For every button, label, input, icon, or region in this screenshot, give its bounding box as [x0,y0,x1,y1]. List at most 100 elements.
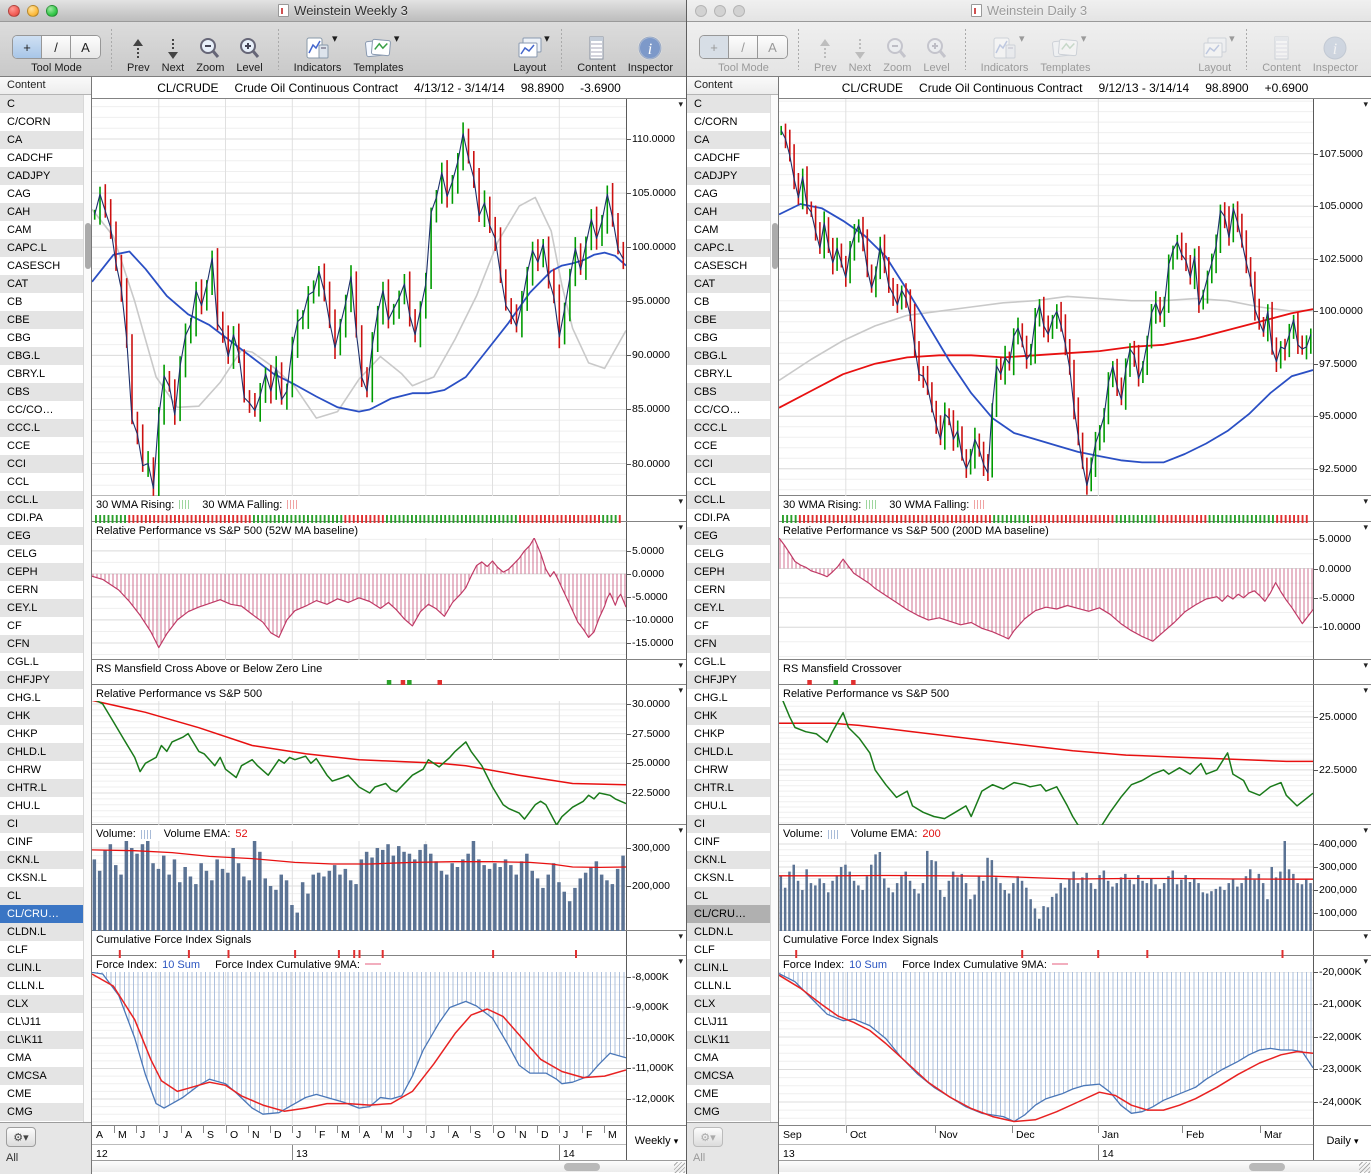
symbol-list-item[interactable]: CAG [0,185,84,203]
symbol-list-item[interactable]: CDI.PA [0,509,84,527]
symbol-list-item[interactable]: CMG [0,1103,84,1121]
symbol-list-item[interactable]: CAM [687,221,771,239]
symbol-list-item[interactable]: CGL.L [0,653,84,671]
panel-menu-caret[interactable]: ▾ [1363,660,1368,670]
symbol-list-item[interactable]: CME [0,1085,84,1103]
symbol-list-item[interactable]: CLX [687,995,771,1013]
symbol-list-item[interactable]: CAT [0,275,84,293]
indicators-button[interactable]: ▾Indicators [976,32,1034,74]
symbol-list-item[interactable]: CFN [0,635,84,653]
symbol-list-item[interactable]: CBG.L [0,347,84,365]
titlebar[interactable]: Weinstein Weekly 3 [0,0,686,22]
symbol-list-item[interactable]: CHK [687,707,771,725]
symbol-list-item[interactable]: CADJPY [0,167,84,185]
gear-menu-button[interactable]: ⚙▾ [6,1127,36,1147]
symbol-list-item[interactable]: CCE [687,437,771,455]
symbol-list-item[interactable]: CLIN.L [0,959,84,977]
symbol-list-item[interactable]: CKN.L [687,851,771,869]
symbol-list-item[interactable]: CC/CO… [687,401,771,419]
symbol-list-item[interactable]: CKN.L [0,851,84,869]
cfi-strip[interactable] [92,946,626,956]
symbol-list-item[interactable]: CI [0,815,84,833]
symbol-list-item[interactable]: CCL.L [687,491,771,509]
panel-menu-caret[interactable]: ▾ [678,496,683,506]
sidebar-scrollbar[interactable] [770,95,778,1122]
symbol-list-item[interactable]: CBG [687,329,771,347]
tool-mode-line-button[interactable]: / [42,36,71,58]
zoom-in-button[interactable]: Level [918,32,954,74]
panel-menu-caret[interactable]: ▾ [678,522,683,532]
symbol-list-item[interactable]: CHK [0,707,84,725]
panel-menu-caret[interactable]: ▾ [1363,931,1368,941]
sidebar-scrollbar-thumb[interactable] [772,223,778,269]
symbol-list-item[interactable]: CME [687,1085,771,1103]
symbol-list-item[interactable]: CASESCH [687,257,771,275]
symbol-list-item[interactable]: CAPC.L [687,239,771,257]
symbol-list-item[interactable]: CCI [687,455,771,473]
symbol-list-item[interactable]: CEY.L [0,599,84,617]
symbol-list-item[interactable]: CF [0,617,84,635]
symbol-list-item[interactable]: CLDN.L [0,923,84,941]
symbol-list-item[interactable]: CCC.L [0,419,84,437]
mansfield-strip[interactable] [92,675,626,685]
symbol-list-item[interactable]: CMCSA [687,1067,771,1085]
symbol-list-item[interactable]: CLF [687,941,771,959]
symbol-list-item[interactable]: C [0,95,84,113]
symbol-list-item[interactable]: CDI.PA [687,509,771,527]
panel-menu-caret[interactable]: ▾ [1363,956,1368,966]
panel-menu-caret[interactable]: ▾ [678,99,683,109]
symbol-list-item[interactable]: CKSN.L [0,869,84,887]
symbol-list-item[interactable]: CGL.L [687,653,771,671]
content-button[interactable]: Content [572,32,621,74]
symbol-list-item[interactable]: CHLD.L [0,743,84,761]
symbol-list-item[interactable]: CLX [0,995,84,1013]
symbol-list-item[interactable]: CF [687,617,771,635]
symbol-list-item[interactable]: CEY.L [687,599,771,617]
panel-menu-caret[interactable]: ▾ [1363,99,1368,109]
resize-grip[interactable] [674,1162,685,1173]
symbol-list-item[interactable]: CELG [0,545,84,563]
symbol-list-item[interactable]: CAT [687,275,771,293]
symbol-list-item[interactable]: CLLN.L [0,977,84,995]
inspector-button[interactable]: iInspector [623,32,678,74]
symbol-list-item[interactable]: CMG [687,1103,771,1121]
symbol-list-item[interactable]: CCI [0,455,84,473]
symbol-list-item[interactable]: CL/CRU… [687,905,771,923]
price-plot[interactable] [779,99,1313,496]
symbol-list-item[interactable]: CHRW [0,761,84,779]
symbol-list-item[interactable]: CHFJPY [0,671,84,689]
symbol-list-item[interactable]: CADCHF [687,149,771,167]
symbol-list-item[interactable]: CLDN.L [687,923,771,941]
symbol-list-item[interactable]: CCL [687,473,771,491]
symbol-list-item[interactable]: CL\J11 [687,1013,771,1031]
symbol-list-item[interactable]: CCC.L [687,419,771,437]
symbol-list-item[interactable]: CI [687,815,771,833]
price-plot[interactable] [92,99,626,496]
symbol-list-item[interactable]: CA [687,131,771,149]
symbol-list-item[interactable]: C/CORN [687,113,771,131]
symbol-list-item[interactable]: CHFJPY [687,671,771,689]
symbol-list-item[interactable]: C/CORN [0,113,84,131]
panel-menu-caret[interactable]: ▾ [1363,825,1368,835]
symbol-list-item[interactable]: CHU.L [0,797,84,815]
tool-mode-pointer-button[interactable]: + [13,36,42,58]
symbol-list-item[interactable]: CHG.L [687,689,771,707]
symbol-list-item[interactable]: CL/CRU… [0,905,84,923]
symbol-list-item[interactable]: CHTR.L [687,779,771,797]
symbol-list-item[interactable]: CBG [0,329,84,347]
symbol-list-item[interactable]: CHRW [687,761,771,779]
symbol-list-item[interactable]: CERN [687,581,771,599]
sidebar-scrollbar-thumb[interactable] [85,223,91,269]
mansfield-strip[interactable] [779,675,1313,685]
panel-menu-caret[interactable]: ▾ [678,931,683,941]
symbol-list-item[interactable]: CL\J11 [0,1013,84,1031]
symbol-list-item[interactable]: CAH [687,203,771,221]
layout-button[interactable]: ▾Layout [508,32,551,74]
symbol-list-item[interactable]: CLIN.L [687,959,771,977]
symbol-list-item[interactable]: CHKP [0,725,84,743]
horizontal-scrollbar[interactable] [92,1160,686,1172]
templates-button[interactable]: ▾Templates [1035,32,1095,74]
horizontal-scrollbar-thumb[interactable] [1249,1163,1285,1171]
tool-mode-text-button[interactable]: A [758,36,787,58]
inspector-button[interactable]: iInspector [1308,32,1363,74]
